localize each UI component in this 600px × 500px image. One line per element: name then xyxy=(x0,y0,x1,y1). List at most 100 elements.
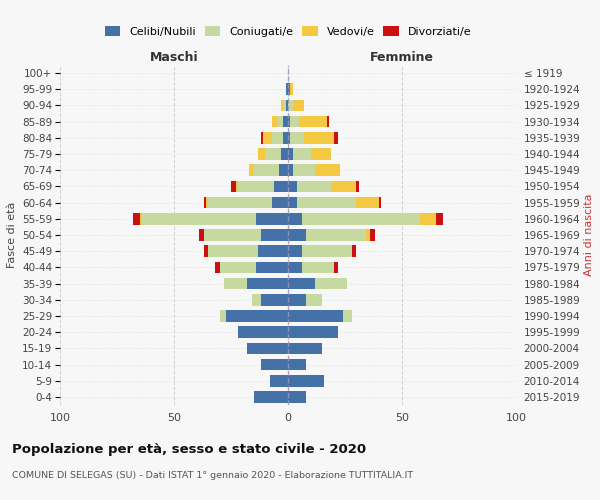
Bar xyxy=(279,164,288,176)
Text: Maschi: Maschi xyxy=(149,51,199,64)
Bar xyxy=(436,213,443,224)
Bar xyxy=(215,262,220,273)
Bar xyxy=(142,213,256,224)
Bar xyxy=(299,116,327,128)
Bar xyxy=(288,375,325,386)
Bar xyxy=(288,148,293,160)
Bar xyxy=(288,132,290,143)
Bar xyxy=(288,310,343,322)
Bar xyxy=(356,180,359,192)
Bar xyxy=(288,278,316,289)
Bar xyxy=(254,164,279,176)
Bar xyxy=(288,164,293,176)
Bar xyxy=(259,148,265,160)
Bar xyxy=(420,213,436,224)
Text: Popolazione per età, sesso e stato civile - 2020: Popolazione per età, sesso e stato civil… xyxy=(12,442,366,456)
Bar xyxy=(343,310,352,322)
Bar xyxy=(277,116,283,128)
Legend: Celibi/Nubili, Coniugati/e, Vedovi/e, Divorziati/e: Celibi/Nubili, Coniugati/e, Vedovi/e, Di… xyxy=(101,23,475,40)
Bar xyxy=(281,148,288,160)
Bar xyxy=(265,148,281,160)
Bar xyxy=(206,197,208,208)
Bar xyxy=(231,180,236,192)
Bar xyxy=(288,294,306,306)
Bar xyxy=(260,229,288,241)
Bar xyxy=(133,213,140,224)
Bar xyxy=(288,116,290,128)
Bar xyxy=(208,246,259,257)
Bar xyxy=(288,262,302,273)
Bar xyxy=(259,246,288,257)
Bar xyxy=(302,213,420,224)
Bar xyxy=(238,326,288,338)
Bar xyxy=(274,180,288,192)
Bar xyxy=(302,262,334,273)
Bar xyxy=(260,358,288,370)
Bar xyxy=(251,294,260,306)
Bar xyxy=(199,229,203,241)
Bar xyxy=(306,294,322,306)
Bar xyxy=(272,132,283,143)
Bar xyxy=(297,180,331,192)
Y-axis label: Anni di nascita: Anni di nascita xyxy=(584,194,594,276)
Bar xyxy=(247,342,288,354)
Bar xyxy=(316,278,347,289)
Bar xyxy=(203,246,208,257)
Bar xyxy=(352,246,356,257)
Bar xyxy=(334,262,338,273)
Bar xyxy=(365,229,370,241)
Bar xyxy=(302,246,352,257)
Y-axis label: Fasce di età: Fasce di età xyxy=(7,202,17,268)
Bar xyxy=(290,132,304,143)
Bar xyxy=(272,197,288,208)
Bar xyxy=(283,100,286,112)
Bar xyxy=(288,84,290,95)
Bar xyxy=(311,148,331,160)
Bar xyxy=(208,197,272,208)
Bar xyxy=(283,116,288,128)
Bar xyxy=(316,164,340,176)
Bar xyxy=(224,278,247,289)
Bar xyxy=(256,213,288,224)
Bar xyxy=(288,326,338,338)
Bar xyxy=(370,229,374,241)
Bar xyxy=(327,116,329,128)
Text: COMUNE DI SELEGAS (SU) - Dati ISTAT 1° gennaio 2020 - Elaborazione TUTTITALIA.IT: COMUNE DI SELEGAS (SU) - Dati ISTAT 1° g… xyxy=(12,472,413,480)
Bar xyxy=(306,229,365,241)
Bar xyxy=(272,116,277,128)
Bar xyxy=(288,229,306,241)
Bar xyxy=(293,148,311,160)
Bar xyxy=(286,84,288,95)
Text: Femmine: Femmine xyxy=(370,51,434,64)
Bar xyxy=(331,180,356,192)
Bar xyxy=(356,197,379,208)
Bar xyxy=(288,180,297,192)
Bar xyxy=(288,358,306,370)
Bar xyxy=(288,246,302,257)
Bar xyxy=(290,84,293,95)
Bar xyxy=(203,229,260,241)
Bar xyxy=(140,213,142,224)
Bar xyxy=(236,180,238,192)
Bar xyxy=(379,197,382,208)
Bar xyxy=(263,132,272,143)
Bar xyxy=(203,197,206,208)
Bar xyxy=(288,391,306,402)
Bar xyxy=(226,310,288,322)
Bar xyxy=(288,342,322,354)
Bar xyxy=(304,132,334,143)
Bar xyxy=(334,132,338,143)
Bar xyxy=(297,197,356,208)
Bar xyxy=(293,164,316,176)
Bar xyxy=(254,391,288,402)
Bar xyxy=(256,262,288,273)
Bar xyxy=(288,197,297,208)
Bar xyxy=(288,213,302,224)
Bar xyxy=(260,132,263,143)
Bar xyxy=(286,100,288,112)
Bar xyxy=(283,132,288,143)
Bar xyxy=(290,116,299,128)
Bar xyxy=(249,164,254,176)
Bar xyxy=(220,262,256,273)
Bar xyxy=(247,278,288,289)
